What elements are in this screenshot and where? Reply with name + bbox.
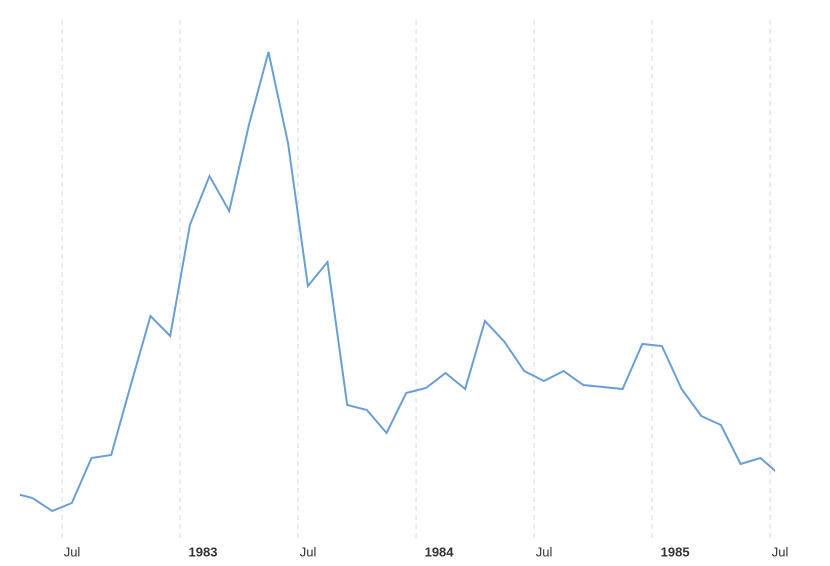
data-line [20, 51, 775, 513]
x-tick-label: 1985 [661, 544, 690, 559]
x-tick-label: Jul [300, 544, 317, 559]
x-tick-label: 1984 [425, 544, 455, 559]
x-tick-label: Jul [64, 544, 81, 559]
x-tick-label: Jul [772, 544, 789, 559]
x-tick-label: 1983 [189, 544, 218, 559]
x-tick-label: Jul [536, 544, 553, 559]
